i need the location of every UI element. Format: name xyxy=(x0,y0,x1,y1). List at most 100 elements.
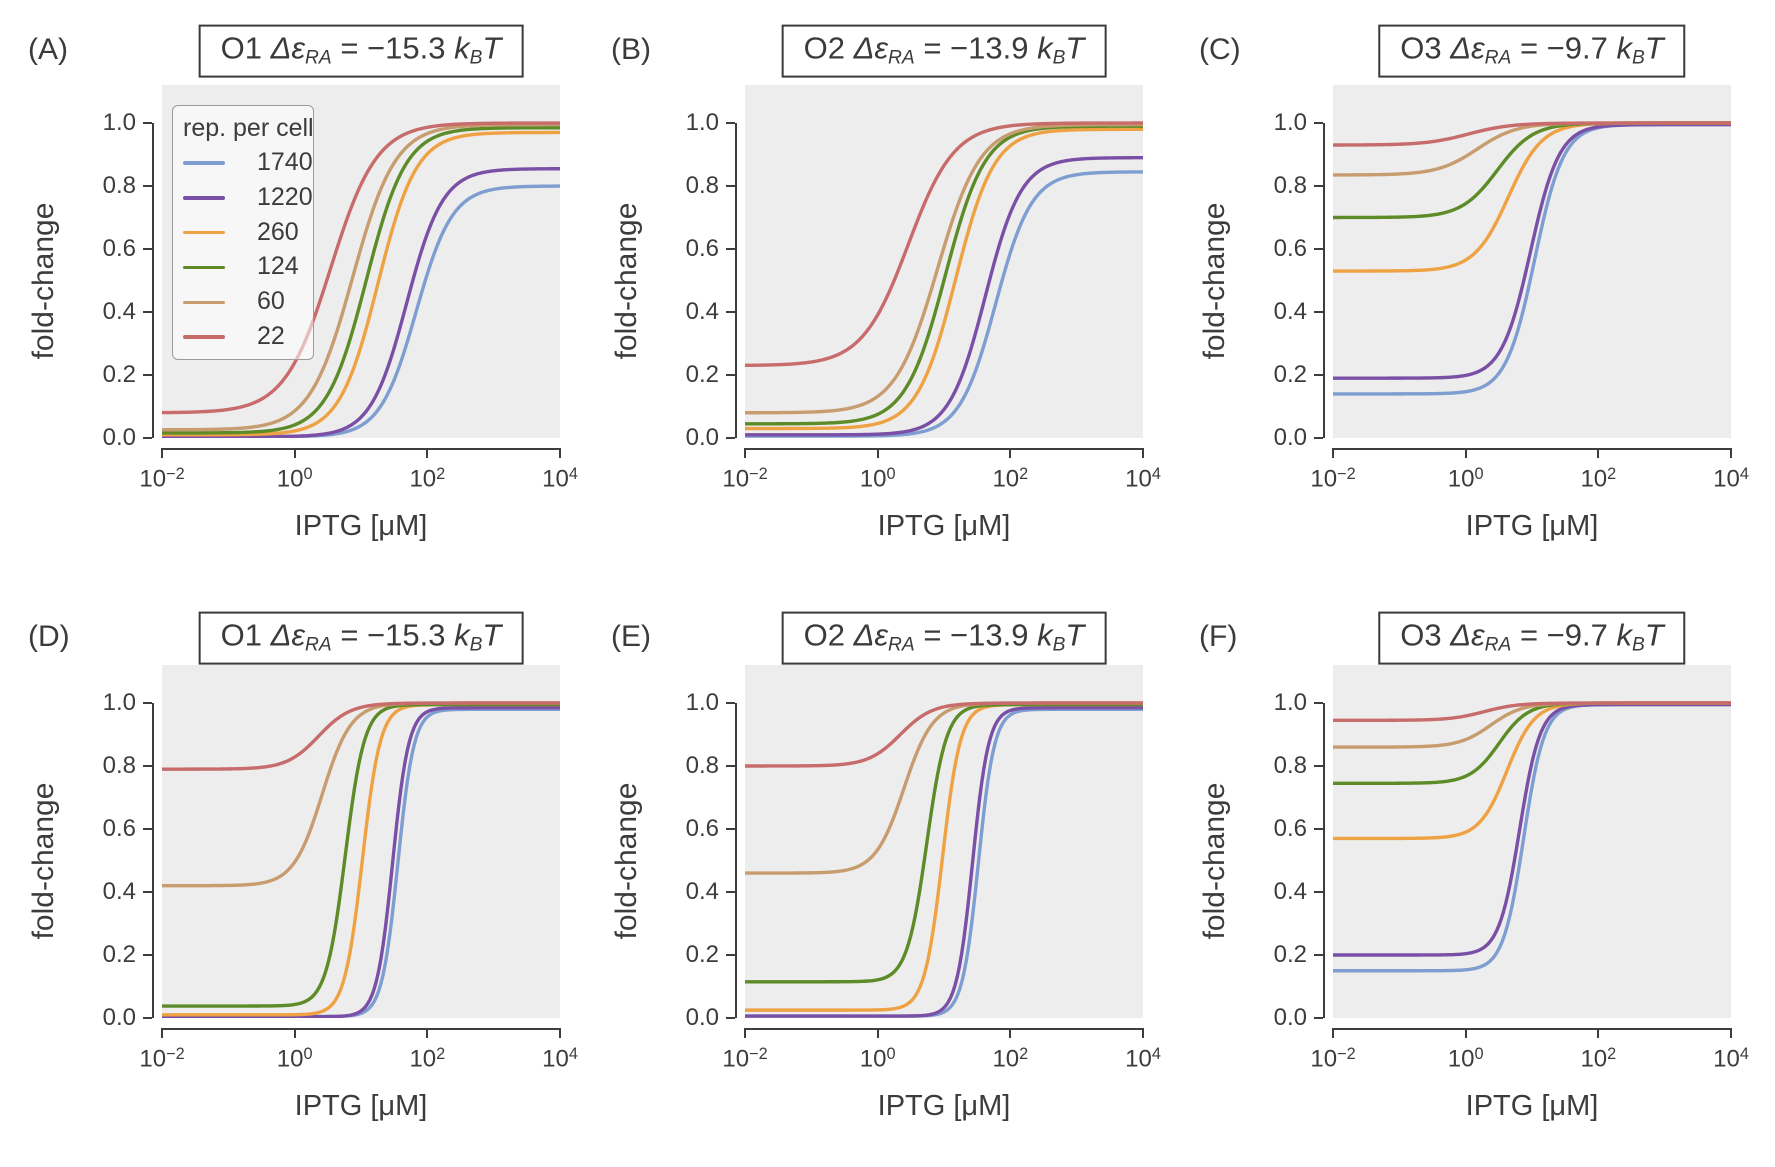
panel-letter: (B) xyxy=(611,33,651,66)
y-axis-spine xyxy=(1323,123,1325,438)
panel-title: O3 ΔεRA = −9.7 kBT xyxy=(1378,24,1686,78)
x-axis-label: IPTG [μM] xyxy=(877,510,1011,542)
y-tick-label: 0.2 xyxy=(1273,941,1307,968)
y-tick xyxy=(143,1017,152,1019)
y-axis-label: fold-change xyxy=(1198,782,1231,939)
y-tick xyxy=(143,702,152,704)
curve-rep-124 xyxy=(1333,121,1731,220)
y-tick xyxy=(1314,437,1323,439)
y-axis-label: fold-change xyxy=(27,782,60,939)
curve-rep-1740 xyxy=(745,707,1143,1018)
legend-label: 22 xyxy=(257,322,285,350)
legend-label: 1220 xyxy=(257,182,313,211)
y-tick-label: 1.0 xyxy=(102,689,136,716)
y-tick xyxy=(1314,248,1323,250)
y-tick xyxy=(143,374,152,376)
y-tick xyxy=(726,185,735,187)
curve-rep-1740 xyxy=(745,170,1143,438)
curve-rep-124 xyxy=(162,126,560,435)
y-tick-label: 0.4 xyxy=(685,298,719,325)
panel-title: O2 ΔεRA = −13.9 kBT xyxy=(781,611,1107,665)
x-tick-label: 104 xyxy=(1713,1045,1749,1073)
x-tick-label: 100 xyxy=(1447,465,1484,493)
y-tick-label: 0.0 xyxy=(1273,1004,1307,1031)
x-tick xyxy=(161,448,163,458)
curve-rep-124 xyxy=(162,702,560,1008)
curve-rep-1220 xyxy=(1333,122,1731,380)
curve-rep-22 xyxy=(162,701,560,771)
x-tick-label: 10−2 xyxy=(1310,465,1356,493)
x-tick-label: 100 xyxy=(276,465,313,493)
y-tick xyxy=(143,122,152,124)
y-axis-label: fold-change xyxy=(610,202,643,359)
x-tick-label: 10−2 xyxy=(1310,1045,1356,1073)
curve-rep-60 xyxy=(745,122,1143,415)
x-tick-label: 100 xyxy=(859,1045,896,1073)
x-axis-spine xyxy=(745,1028,1143,1030)
y-tick-label: 0.2 xyxy=(1273,361,1307,388)
y-tick-label: 0.6 xyxy=(102,235,136,262)
panel-title: O2 ΔεRA = −13.9 kBT xyxy=(781,24,1107,78)
y-tick xyxy=(1314,311,1323,313)
x-tick-label: 10−2 xyxy=(722,1045,768,1073)
x-tick-label: 104 xyxy=(1713,465,1749,493)
x-tick-label: 10−2 xyxy=(722,465,768,493)
x-tick-label: 10−2 xyxy=(139,1045,185,1073)
x-tick xyxy=(1332,1028,1334,1038)
y-tick xyxy=(726,437,735,439)
curve-rep-60 xyxy=(162,122,560,432)
y-tick-label: 1.0 xyxy=(1273,109,1307,136)
curve-rep-22 xyxy=(1333,701,1731,723)
curve-rep-22 xyxy=(745,121,1143,368)
x-tick-label: 104 xyxy=(542,1045,578,1073)
x-axis-label: IPTG [μM] xyxy=(294,1090,428,1122)
y-tick-label: 0.2 xyxy=(685,941,719,968)
x-tick-label: 102 xyxy=(992,465,1029,493)
plot-area xyxy=(745,85,1143,438)
y-tick xyxy=(143,891,152,893)
y-tick-label: 0.4 xyxy=(1273,878,1307,905)
y-tick-label: 0.8 xyxy=(685,752,719,779)
x-tick xyxy=(744,448,746,458)
y-tick xyxy=(726,765,735,767)
y-tick-label: 0.4 xyxy=(102,878,136,905)
y-tick-label: 0.4 xyxy=(102,298,136,325)
legend-title: rep. per cell xyxy=(183,114,314,142)
y-tick xyxy=(726,702,735,704)
fold-change-curves xyxy=(1333,121,1731,396)
y-tick-label: 0.6 xyxy=(1273,235,1307,262)
x-tick xyxy=(1009,448,1012,458)
y-tick xyxy=(726,828,735,830)
y-tick xyxy=(1314,765,1323,767)
y-tick-label: 0.0 xyxy=(685,424,719,451)
plot-area xyxy=(162,665,560,1018)
curve-rep-1220 xyxy=(162,167,560,438)
y-tick xyxy=(1314,891,1323,893)
y-tick xyxy=(726,248,735,250)
x-tick xyxy=(1142,1028,1144,1038)
y-axis-spine xyxy=(152,123,154,438)
curve-rep-1220 xyxy=(745,706,1143,1018)
x-tick xyxy=(426,448,429,458)
x-tick-label: 100 xyxy=(1447,1045,1484,1073)
panel-title: O3 ΔεRA = −9.7 kBT xyxy=(1378,611,1686,665)
x-tick xyxy=(1730,448,1732,458)
x-tick-label: 102 xyxy=(1580,465,1617,493)
x-axis-spine xyxy=(1333,448,1731,450)
y-axis-spine xyxy=(735,703,737,1018)
y-tick xyxy=(726,122,735,124)
y-tick xyxy=(1314,122,1323,124)
y-tick-label: 0.0 xyxy=(1273,424,1307,451)
y-tick xyxy=(143,185,152,187)
panel-title: O1 ΔεRA = −15.3 kBT xyxy=(198,611,524,665)
legend-swatch-tan xyxy=(183,300,225,304)
fold-change-curves xyxy=(1333,701,1731,973)
x-tick xyxy=(1009,1028,1012,1038)
fold-change-curves xyxy=(162,701,560,1018)
panel-letter: (E) xyxy=(611,620,651,653)
x-tick xyxy=(1730,1028,1732,1038)
y-tick-label: 0.8 xyxy=(1273,752,1307,779)
x-tick xyxy=(1464,448,1467,458)
y-tick-label: 0.0 xyxy=(102,1004,136,1031)
y-tick-label: 0.2 xyxy=(102,361,136,388)
